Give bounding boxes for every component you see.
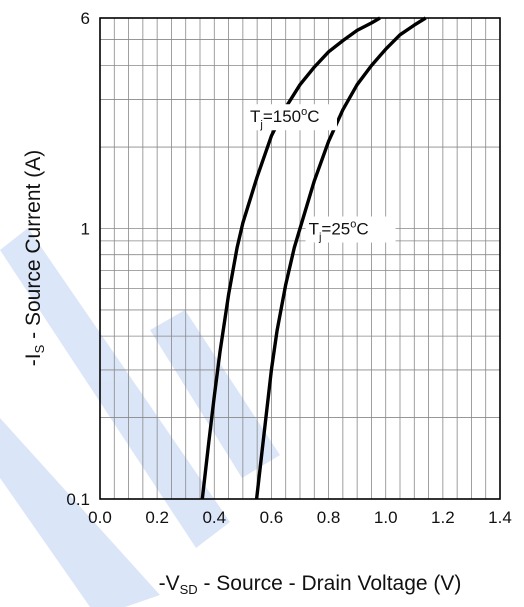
watermark-stripe-1 [0,228,230,548]
x-tick-label: 1.4 [488,508,512,527]
annotation-part: j [259,119,262,131]
annotation-part: T [250,107,260,126]
x-tick-label: 0.2 [145,508,169,527]
x-axis-title-rest: - Source - Drain Voltage (V) [198,572,462,595]
x-axis-title-subscript: SD [180,582,198,597]
y-tick-label: 6 [81,9,90,28]
x-axis-title: -VSD - Source - Drain Voltage (V) [159,572,462,597]
plot-frame [99,17,501,500]
annotation-part: =25 [321,219,350,238]
x-tick-label: 1.0 [374,508,398,527]
y-tick-labels: 0.1 1 6 [66,9,90,509]
y-axis-title-subscript: S [32,344,47,353]
annotation-background [247,104,337,131]
grid [100,18,500,499]
annotation-part: C [356,219,368,238]
y-axis-title: -IS - Source Current (A) [22,150,47,366]
annotation-part: o [301,106,307,118]
series-lines [200,16,427,500]
y-axis-title-prefix: -I [22,353,45,366]
series-annotation: Tj=25oC [309,218,369,243]
x-tick-labels: 0.0 0.2 0.4 0.6 0.8 1.0 1.2 1.4 [88,508,512,527]
annotation-background [305,216,396,243]
y-tick-label: 1 [81,219,90,238]
series-line [254,16,427,500]
x-axis-title-prefix: -V [159,572,180,595]
annotation-part: T [309,219,319,238]
y-tick-label: 0.1 [66,490,90,509]
x-tick-label: 0.4 [202,508,226,527]
x-tick-label: 0.0 [88,508,112,527]
annotation-part: j [318,231,321,243]
y-axis-title-rest: - Source Current (A) [22,150,45,345]
annotation-part: C [307,107,319,126]
series-line [200,16,381,500]
series-annotation: Tj=150oC [250,106,320,131]
x-tick-label: 1.2 [431,508,455,527]
annotation-part: o [350,218,356,230]
x-tick-label: 0.8 [317,508,341,527]
watermark-stripe-2 [0,418,160,607]
x-tick-label: 0.6 [260,508,284,527]
annotation-part: =150 [263,107,301,126]
